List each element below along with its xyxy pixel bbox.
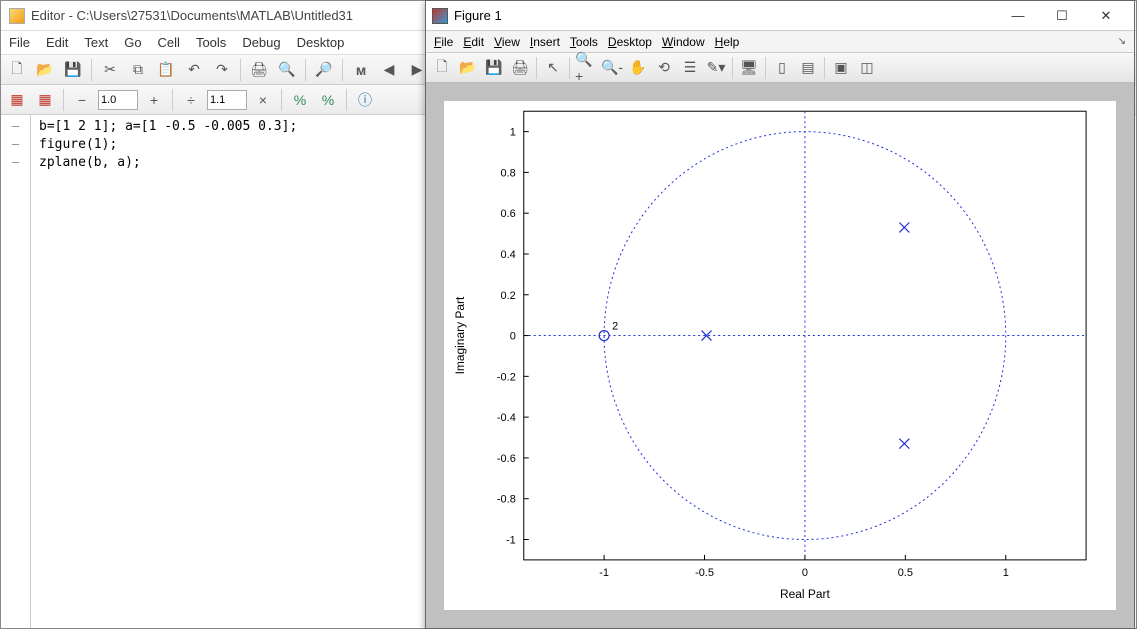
brush-icon[interactable]: ✎▾ [704,56,728,80]
zplane-plot: -1 -0.5 0 0.5 1 -1 -0.8 -0.6 -0.4 -0.2 0 0.2 0.4 0.6 0… [444,101,1116,610]
paste-icon[interactable]: 📋 [154,58,178,82]
fig-menu-tools[interactable]: Tools [570,35,598,49]
editor-app-icon [9,8,25,24]
new-fig-icon[interactable]: 🗋 [430,56,454,80]
matlab-figure-icon [432,8,448,24]
svg-text:-0.8: -0.8 [497,494,516,506]
fig-menu-file[interactable]: File [434,35,453,49]
figure-title: Figure 1 [454,8,996,23]
menu-go[interactable]: Go [124,35,141,50]
save-fig-icon[interactable]: 💾 [482,56,506,80]
figure-titlebar: Figure 1 — ☐ ✕ [426,1,1134,31]
fig-menu-view[interactable]: View [494,35,520,49]
window-controls: — ☐ ✕ [996,2,1128,30]
fig-menu-insert[interactable]: Insert [530,35,560,49]
divide-button[interactable]: ÷ [179,88,203,112]
cell-icon-2[interactable]: ▦ [33,88,57,112]
open-fig-icon[interactable]: 📂 [456,56,480,80]
save-icon[interactable]: 💾 [61,58,85,82]
legend-icon[interactable]: ▤ [796,56,820,80]
show-tools-icon[interactable]: ◫ [855,56,879,80]
undo-icon[interactable]: ↶ [182,58,206,82]
minimize-button[interactable]: — [996,2,1040,30]
svg-text:0.6: 0.6 [501,208,516,220]
percent-icon-2[interactable]: % [316,88,340,112]
new-file-icon[interactable]: 🗋 [5,58,29,82]
svg-text:1: 1 [510,127,516,139]
figure-canvas-area: -1 -0.5 0 0.5 1 -1 -0.8 -0.6 -0.4 -0.2 0 0.2 0.4 0.6 0… [426,83,1134,628]
svg-text:2: 2 [612,321,618,333]
figure-menubar: File Edit View Insert Tools Desktop Wind… [426,31,1134,53]
svg-text:-0.6: -0.6 [497,453,516,465]
fig-menu-edit[interactable]: Edit [463,35,484,49]
info-icon[interactable]: ⓘ [353,88,377,112]
pan-icon[interactable]: ✋ [626,56,650,80]
cut-icon[interactable]: ✂ [98,58,122,82]
svg-text:Imaginary Part: Imaginary Part [453,296,467,374]
svg-text:0.2: 0.2 [501,290,516,302]
maximize-button[interactable]: ☐ [1040,2,1084,30]
menu-cell[interactable]: Cell [158,35,180,50]
cell-icon-1[interactable]: ▦ [5,88,29,112]
svg-text:-1: -1 [506,534,516,546]
gutter-dash: – [1,119,30,137]
fig-menu-desktop[interactable]: Desktop [608,35,652,49]
fig-menu-help[interactable]: Help [715,35,740,49]
minus-button[interactable]: − [70,88,94,112]
menu-file[interactable]: File [9,35,30,50]
back-icon[interactable]: ◀ [377,58,401,82]
editor-title: Editor - C:\Users\27531\Documents\MATLAB… [31,8,353,23]
figure-toolbar: 🗋 📂 💾 🖨 ↖ 🔍+ 🔍- ✋ ⟲ ☰ ✎▾ 🖥 ▯ ▤ ▣ ◫ [426,53,1134,83]
binoculars-icon[interactable]: ᴍ [349,58,373,82]
close-button[interactable]: ✕ [1084,2,1128,30]
copy-icon[interactable]: ⧉ [126,58,150,82]
find-icon[interactable]: 🔎 [312,58,336,82]
pointer-icon[interactable]: ↖ [541,56,565,80]
print-icon[interactable]: 🖨 [247,58,271,82]
dock-icon[interactable]: ↘ [1118,36,1126,47]
editor-gutter: – – – [1,115,31,628]
plus-button[interactable]: + [142,88,166,112]
print-fig-icon[interactable]: 🖨 [508,56,532,80]
menu-text[interactable]: Text [84,35,108,50]
svg-text:Real Part: Real Part [780,587,831,601]
rotate-icon[interactable]: ⟲ [652,56,676,80]
svg-text:1: 1 [1003,567,1009,579]
times-button[interactable]: × [251,88,275,112]
data-cursor-icon[interactable]: ☰ [678,56,702,80]
link-icon[interactable]: 🖥 [737,56,761,80]
svg-text:-1: -1 [599,567,609,579]
redo-icon[interactable]: ↷ [210,58,234,82]
menu-edit[interactable]: Edit [46,35,68,50]
menu-debug[interactable]: Debug [242,35,280,50]
zoom-in-icon[interactable]: 🔍+ [574,56,598,80]
hide-tools-icon[interactable]: ▣ [829,56,853,80]
scale-field-1[interactable] [98,90,138,110]
figure-axes[interactable]: -1 -0.5 0 0.5 1 -1 -0.8 -0.6 -0.4 -0.2 0 0.2 0.4 0.6 0… [444,101,1116,610]
svg-text:0: 0 [802,567,808,579]
svg-text:-0.2: -0.2 [497,371,516,383]
figure-window: Figure 1 — ☐ ✕ File Edit View Insert Too… [425,0,1135,629]
gutter-dash: – [1,155,30,173]
colorbar-icon[interactable]: ▯ [770,56,794,80]
percent-icon-1[interactable]: % [288,88,312,112]
gutter-dash: – [1,137,30,155]
menu-desktop[interactable]: Desktop [297,35,345,50]
svg-text:0: 0 [510,331,516,343]
svg-text:0.5: 0.5 [898,567,913,579]
svg-text:0.8: 0.8 [501,167,516,179]
svg-text:0.4: 0.4 [501,249,516,261]
preview-icon[interactable]: 🔍 [275,58,299,82]
svg-text:-0.4: -0.4 [497,412,516,424]
zoom-out-icon[interactable]: 🔍- [600,56,624,80]
open-file-icon[interactable]: 📂 [33,58,57,82]
scale-field-2[interactable] [207,90,247,110]
svg-text:-0.5: -0.5 [695,567,714,579]
menu-tools[interactable]: Tools [196,35,226,50]
fig-menu-window[interactable]: Window [662,35,705,49]
